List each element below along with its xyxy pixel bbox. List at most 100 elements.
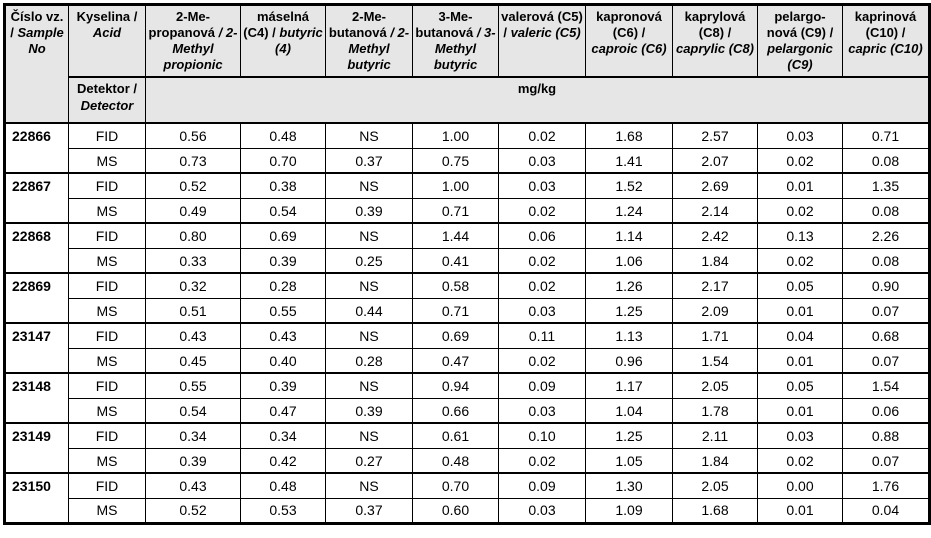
value-cell: 0.54 (145, 397, 241, 424)
value-cell: 0.03 (498, 297, 586, 324)
detector-cell: FID (68, 222, 146, 249)
value-cell: 1.44 (412, 222, 499, 249)
acid-name-cz: pelargo-nová (C9) / (766, 9, 834, 41)
value-cell: 1.05 (585, 447, 673, 474)
detector-cell: FID (68, 372, 146, 399)
value-cell: 0.71 (842, 122, 930, 149)
value-cell: 0.43 (240, 322, 326, 349)
value-cell: 0.39 (240, 247, 326, 274)
value-cell: 0.05 (757, 272, 843, 299)
header-row-detector: Detektor / Detector mg/kg (5, 76, 930, 124)
value-cell: 0.38 (240, 172, 326, 199)
table-row-fid: 22868 FID 0.80 0.69 NS 1.44 0.06 1.14 2.… (4, 222, 930, 274)
value-cell: 0.51 (145, 297, 241, 324)
header-detector-cz: Detektor / (77, 81, 137, 97)
value-cell: 0.39 (240, 372, 326, 399)
value-cell: 0.32 (145, 272, 241, 299)
value-cell: 0.25 (325, 247, 413, 274)
table-row-fid: 22869 FID 0.32 0.28 NS 0.58 0.02 1.26 2.… (4, 272, 930, 324)
acid-name-cz: 2-Me-propanová (148, 9, 216, 41)
header-sample-no-en: Sample No (17, 25, 64, 57)
value-cell: 0.28 (240, 272, 326, 299)
acid-name-en: pelargonic (C9) (767, 41, 833, 73)
sample-no-cell: 23150 (4, 472, 69, 524)
value-cell: 0.02 (757, 147, 843, 174)
value-cell: 0.03 (498, 397, 586, 424)
value-cell: 1.04 (585, 397, 673, 424)
sample-no-cell: 22868 (4, 222, 69, 274)
sample-no-cell: 23147 (4, 322, 69, 374)
value-cell: 0.75 (412, 147, 499, 174)
value-cell: 0.43 (145, 322, 241, 349)
detector-cell: MS (68, 297, 146, 324)
acid-name-en: capric (C10) (848, 41, 923, 57)
acid-name-cz: kaprinová (C10) / (854, 9, 917, 41)
value-cell: 2.11 (672, 422, 758, 449)
value-cell: 0.08 (842, 197, 930, 224)
value-cell: 1.84 (672, 447, 758, 474)
value-cell: 1.06 (585, 247, 673, 274)
value-cell: 0.02 (498, 122, 586, 149)
value-cell: 0.02 (757, 247, 843, 274)
value-cell: 0.54 (240, 197, 326, 224)
value-cell: 0.28 (325, 347, 413, 374)
value-cell: 0.01 (757, 172, 843, 199)
sample-no-cell: 22867 (4, 172, 69, 224)
header-acid-cz: Kyselina / (76, 9, 138, 24)
value-cell: 0.09 (498, 372, 586, 399)
value-cell: 0.08 (842, 147, 930, 174)
value-cell: 0.01 (757, 497, 843, 524)
value-cell: 0.13 (757, 222, 843, 249)
value-cell: 0.03 (498, 497, 586, 524)
value-cell: 1.68 (672, 497, 758, 524)
value-cell: NS (325, 272, 413, 299)
value-cell: 2.57 (672, 122, 758, 149)
detector-cell: MS (68, 347, 146, 374)
value-cell: 0.34 (145, 422, 241, 449)
value-cell: 0.73 (145, 147, 241, 174)
value-cell: 1.25 (585, 297, 673, 324)
value-cell: 1.09 (585, 497, 673, 524)
detector-cell: FID (68, 422, 146, 449)
acid-column-header: kapronová (C6) / caproic (C6) (585, 4, 673, 79)
acid-column-header: 2-Me-propanová / 2-Methyl propionic (145, 4, 241, 79)
acid-name-cz: valerová (C5) / (501, 9, 583, 41)
value-cell: 0.43 (145, 472, 241, 499)
value-cell: 0.52 (145, 172, 241, 199)
detector-cell: FID (68, 272, 146, 299)
value-cell: 0.03 (757, 122, 843, 149)
table-row-ms: MS 0.73 0.70 0.37 0.75 0.03 1.41 2.07 0.… (5, 147, 930, 174)
sample-no-cell: 23148 (4, 372, 69, 424)
value-cell: 1.30 (585, 472, 673, 499)
acid-column-header: kaprinová (C10) / capric (C10) (842, 4, 930, 79)
value-cell: 0.48 (240, 122, 326, 149)
acid-column-header: máselná (C4) / butyric (4) (240, 4, 326, 79)
value-cell: 0.07 (842, 447, 930, 474)
value-cell: 0.71 (412, 297, 499, 324)
detector-cell: FID (68, 322, 146, 349)
value-cell: 0.06 (498, 222, 586, 249)
value-cell: NS (325, 472, 413, 499)
value-cell: 0.02 (498, 272, 586, 299)
value-cell: 0.04 (842, 497, 930, 524)
acid-column-header: pelargo-nová (C9) / pelargonic (C9) (757, 4, 843, 79)
acid-column-header: valerová (C5) / valeric (C5) (498, 4, 586, 79)
value-cell: NS (325, 322, 413, 349)
value-cell: 0.58 (412, 272, 499, 299)
value-cell: 0.01 (757, 297, 843, 324)
header-sample-no-cz: Číslo vz. / (10, 9, 64, 41)
value-cell: 0.44 (325, 297, 413, 324)
value-cell: 0.02 (757, 447, 843, 474)
value-cell: 0.06 (842, 397, 930, 424)
value-cell: 0.27 (325, 447, 413, 474)
value-cell: 0.40 (240, 347, 326, 374)
table-header: Číslo vz. / Sample No Kyselina / Acid 2-… (4, 4, 930, 125)
acid-name-en: butyric (4) (275, 25, 323, 57)
value-cell: 0.33 (145, 247, 241, 274)
value-cell: 0.66 (412, 397, 499, 424)
value-cell: 0.55 (145, 372, 241, 399)
value-cell: 1.71 (672, 322, 758, 349)
value-cell: 0.68 (842, 322, 930, 349)
acid-name-cz: kaprylová (C8) / (684, 9, 746, 41)
table-row-ms: MS 0.39 0.42 0.27 0.48 0.02 1.05 1.84 0.… (5, 447, 930, 474)
